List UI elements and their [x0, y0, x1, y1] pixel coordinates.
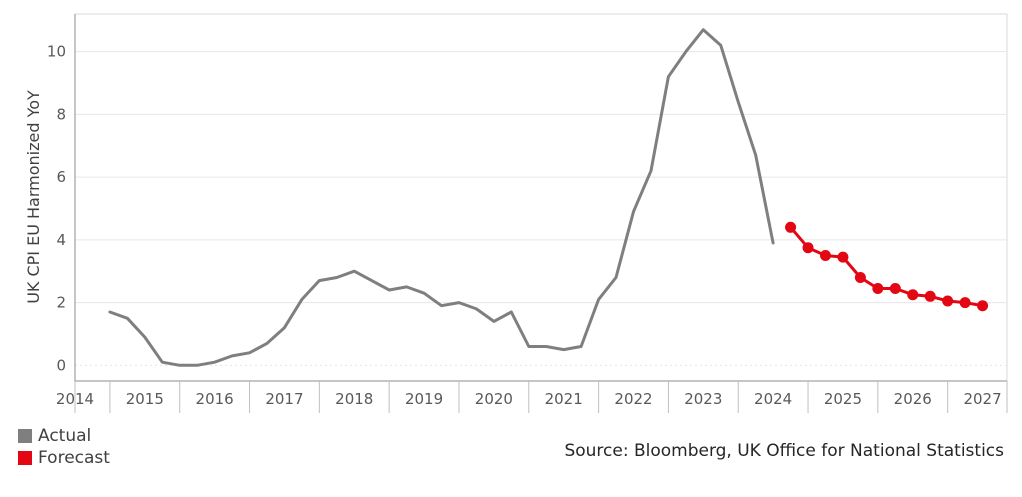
x-tick-label: 2015 — [126, 390, 164, 408]
x-tick-label: 2017 — [265, 390, 303, 408]
legend-item-forecast: Forecast — [18, 447, 110, 469]
legend-item-actual: Actual — [18, 425, 110, 447]
y-tick-label: 6 — [56, 168, 66, 186]
series-layer — [108, 28, 989, 367]
x-tick-label: 2020 — [475, 390, 513, 408]
data-point-forecast — [889, 282, 901, 294]
legend-swatch-forecast — [18, 451, 32, 465]
y-tick-label: 2 — [56, 294, 66, 312]
x-tick-label: 2019 — [405, 390, 443, 408]
data-point-forecast — [819, 250, 831, 262]
y-tick-label: 10 — [47, 43, 66, 61]
x-tick-label: 2025 — [824, 390, 862, 408]
data-point-forecast — [802, 242, 814, 254]
y-axis-title: UK CPI EU Harmonized YoY — [24, 90, 43, 304]
source-note: Source: Bloomberg, UK Office for Nationa… — [564, 441, 1004, 461]
x-tick-label: 2024 — [754, 390, 792, 408]
legend: Actual Forecast — [18, 425, 110, 469]
y-axis-ticks: 0 2 4 6 8 10 — [47, 43, 66, 375]
legend-label-actual: Actual — [38, 426, 92, 446]
data-point-forecast — [959, 297, 971, 309]
y-tick-label: 0 — [56, 356, 66, 374]
x-tick-label: 2023 — [684, 390, 722, 408]
x-axis-ticks: 2014 2015 2016 2017 2018 2019 2020 2021 2022 2023… — [56, 381, 1008, 413]
x-tick-label: 2022 — [614, 390, 652, 408]
series-line-actual — [108, 28, 775, 367]
data-point-forecast — [977, 300, 989, 312]
series-line-forecast — [789, 225, 985, 308]
x-tick-label: 2026 — [894, 390, 932, 408]
cpi-chart: 2014 2015 2016 2017 2018 2019 2020 2021 2022 2023… — [24, 13, 1008, 413]
gridlines — [75, 51, 1007, 366]
x-tick-label: 2014 — [56, 390, 94, 408]
legend-swatch-actual — [18, 429, 32, 443]
x-tick-label: 2018 — [335, 390, 373, 408]
y-tick-label: 8 — [56, 105, 66, 123]
data-point-forecast — [872, 282, 884, 294]
data-point-forecast — [907, 289, 919, 301]
data-point-forecast — [924, 290, 936, 302]
data-point-forecast — [854, 271, 866, 283]
data-point-forecast — [785, 221, 797, 233]
x-tick-label: 2021 — [545, 390, 583, 408]
x-tick-label: 2016 — [196, 390, 234, 408]
data-point-forecast — [837, 251, 849, 263]
legend-label-forecast: Forecast — [38, 448, 110, 468]
y-tick-label: 4 — [56, 231, 66, 249]
data-point-forecast — [942, 295, 954, 307]
x-tick-label: 2027 — [963, 390, 1001, 408]
